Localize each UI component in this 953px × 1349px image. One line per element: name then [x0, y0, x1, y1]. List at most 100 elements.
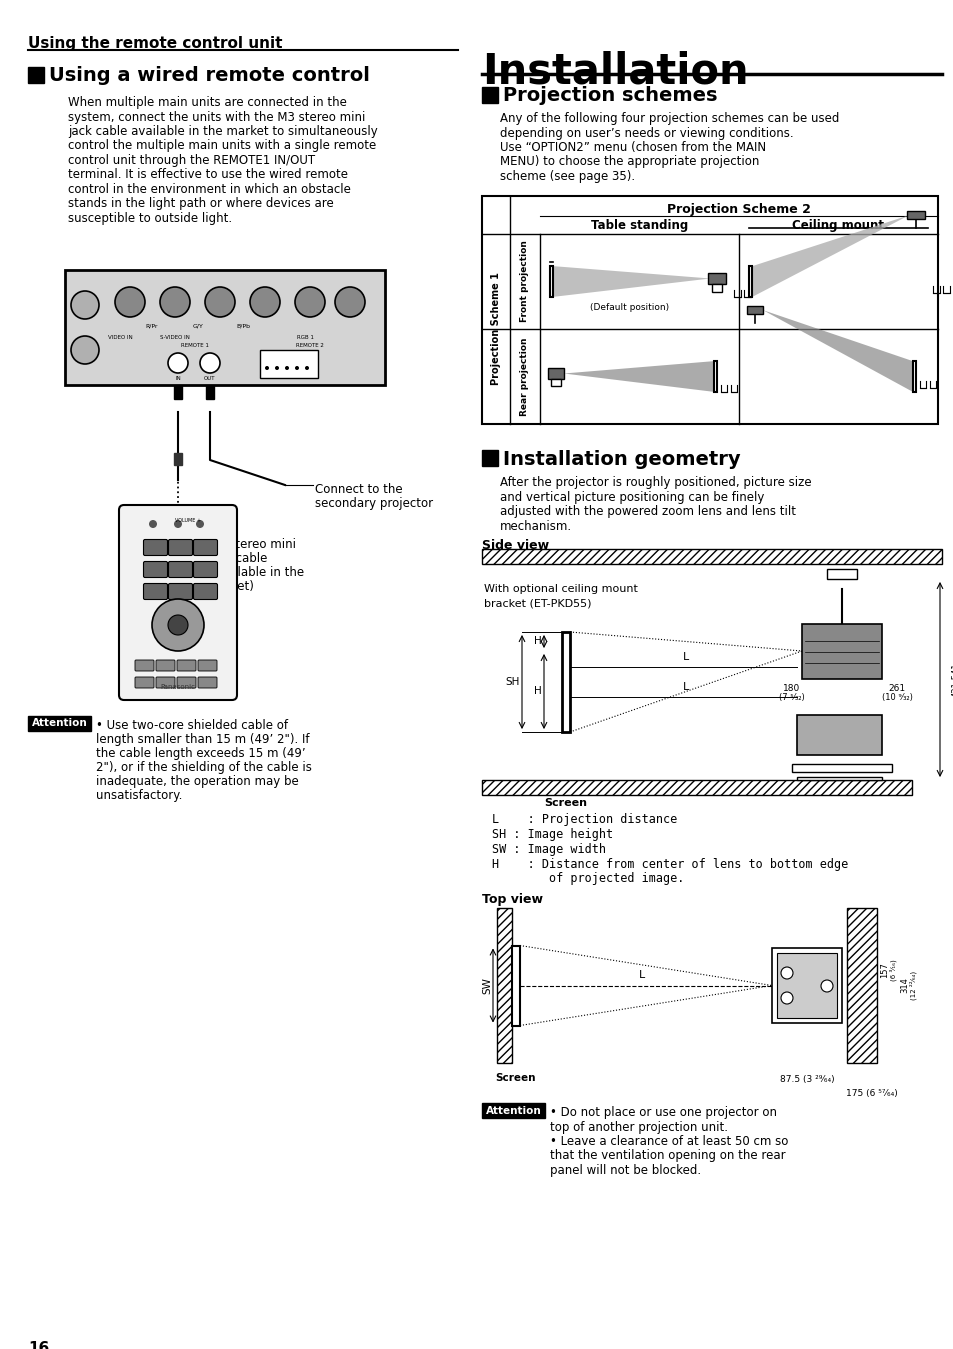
Text: Screen: Screen: [496, 1072, 536, 1083]
Bar: [206, 386, 213, 399]
Bar: [771, 948, 841, 1023]
Text: MENU) to choose the appropriate projection: MENU) to choose the appropriate projecti…: [499, 155, 759, 169]
Text: OUT: OUT: [204, 376, 215, 380]
Text: length smaller than 15 m (49’ 2"). If: length smaller than 15 m (49’ 2"). If: [96, 733, 309, 746]
Text: SH : Image height: SH : Image height: [492, 828, 613, 840]
Text: 2"), or if the shielding of the cable is: 2"), or if the shielding of the cable is: [96, 761, 312, 774]
Circle shape: [71, 336, 99, 364]
Circle shape: [173, 519, 182, 527]
Bar: [748, 266, 752, 297]
Circle shape: [195, 519, 204, 527]
Polygon shape: [762, 310, 912, 391]
Text: Front projection: Front projection: [520, 240, 529, 322]
Text: (Default position): (Default position): [589, 302, 668, 312]
FancyBboxPatch shape: [177, 660, 195, 670]
Circle shape: [250, 287, 280, 317]
Text: Attention: Attention: [485, 1105, 540, 1116]
Text: jack cable available in the market to simultaneously: jack cable available in the market to si…: [68, 125, 377, 138]
Bar: [791, 764, 891, 772]
Bar: [481, 451, 497, 465]
Bar: [548, 368, 563, 379]
Text: M3 stereo mini: M3 stereo mini: [208, 538, 295, 550]
Text: 157: 157: [879, 963, 888, 978]
FancyBboxPatch shape: [156, 660, 174, 670]
Bar: [551, 379, 560, 386]
FancyBboxPatch shape: [177, 677, 195, 688]
Text: SH: SH: [505, 677, 519, 687]
Text: Side view: Side view: [481, 540, 549, 552]
Bar: [481, 1103, 544, 1118]
Text: Projection schemes: Projection schemes: [502, 86, 717, 105]
Bar: [712, 283, 721, 293]
Text: L    : Projection distance: L : Projection distance: [492, 813, 677, 826]
Text: Attention: Attention: [31, 719, 88, 728]
Bar: [28, 716, 91, 731]
Text: Any of the following four projection schemes can be used: Any of the following four projection sch…: [499, 112, 839, 125]
Bar: [173, 386, 182, 399]
Text: Panasonic: Panasonic: [160, 684, 195, 689]
Text: Ceiling mount: Ceiling mount: [792, 219, 883, 232]
Circle shape: [168, 615, 188, 635]
Text: terminal. It is effective to use the wired remote: terminal. It is effective to use the wir…: [68, 169, 348, 182]
Text: control the multiple main units with a single remote: control the multiple main units with a s…: [68, 139, 375, 152]
Text: H    : Distance from center of lens to bottom edge: H : Distance from center of lens to bott…: [492, 858, 847, 871]
Text: adjusted with the powered zoom lens and lens tilt: adjusted with the powered zoom lens and …: [499, 505, 795, 518]
Polygon shape: [553, 266, 710, 297]
Text: S-VIDEO IN: S-VIDEO IN: [160, 335, 190, 340]
Text: After the projector is roughly positioned, picture size: After the projector is roughly positione…: [499, 476, 811, 488]
FancyBboxPatch shape: [169, 561, 193, 577]
Text: stands in the light path or where devices are: stands in the light path or where device…: [68, 197, 334, 210]
Text: • Use two-core shielded cable of: • Use two-core shielded cable of: [96, 719, 288, 733]
Text: Projection Scheme 1: Projection Scheme 1: [491, 272, 500, 386]
FancyBboxPatch shape: [193, 540, 217, 556]
Text: 314: 314: [899, 978, 908, 993]
Bar: [481, 549, 941, 564]
Text: L: L: [682, 652, 688, 662]
Bar: [796, 715, 882, 755]
Text: 180: 180: [782, 684, 800, 693]
Bar: [173, 453, 182, 465]
Bar: [801, 625, 882, 679]
Bar: [561, 631, 569, 733]
Text: Top view: Top view: [481, 893, 542, 907]
Circle shape: [294, 287, 325, 317]
Text: 175 (6 ⁵⁷⁄₆₄): 175 (6 ⁵⁷⁄₆₄): [845, 1089, 897, 1098]
Text: 16: 16: [28, 1341, 50, 1349]
Text: (7 ⁵⁄₃₂): (7 ⁵⁄₃₂): [779, 693, 804, 701]
Circle shape: [200, 353, 220, 374]
Text: (10 ⁹⁄₃₂): (10 ⁹⁄₃₂): [881, 693, 911, 701]
Text: susceptible to outside light.: susceptible to outside light.: [68, 212, 232, 225]
Text: IN: IN: [175, 376, 181, 380]
Bar: [481, 196, 937, 424]
Circle shape: [71, 291, 99, 318]
FancyBboxPatch shape: [193, 561, 217, 577]
FancyBboxPatch shape: [193, 584, 217, 599]
Text: depending on user’s needs or viewing conditions.: depending on user’s needs or viewing con…: [499, 127, 793, 139]
Bar: [746, 306, 762, 314]
Polygon shape: [752, 214, 908, 297]
Text: that the ventilation opening on the rear: that the ventilation opening on the rear: [550, 1149, 785, 1163]
Text: control in the environment in which an obstacle: control in the environment in which an o…: [68, 183, 351, 196]
Circle shape: [781, 992, 792, 1004]
Text: VOLUME +: VOLUME +: [174, 518, 201, 522]
Text: REMOTE 2: REMOTE 2: [295, 343, 324, 348]
Text: R/Pr: R/Pr: [146, 322, 158, 328]
Bar: [481, 86, 497, 103]
Text: Installation: Installation: [481, 50, 748, 92]
FancyBboxPatch shape: [143, 561, 168, 577]
Bar: [512, 946, 519, 1025]
Text: H: H: [534, 637, 541, 646]
Circle shape: [115, 287, 145, 317]
Bar: [826, 569, 856, 579]
Bar: [776, 952, 836, 1018]
Text: VIDEO IN: VIDEO IN: [108, 335, 132, 340]
Bar: [912, 362, 915, 391]
FancyBboxPatch shape: [198, 660, 216, 670]
Text: panel will not be blocked.: panel will not be blocked.: [550, 1164, 700, 1176]
Text: Using a wired remote control: Using a wired remote control: [49, 66, 370, 85]
Text: L: L: [682, 683, 688, 692]
Text: L: L: [639, 970, 644, 979]
Text: Table standing: Table standing: [590, 219, 687, 232]
Text: of projected image.: of projected image.: [492, 871, 683, 885]
Bar: [65, 270, 385, 384]
